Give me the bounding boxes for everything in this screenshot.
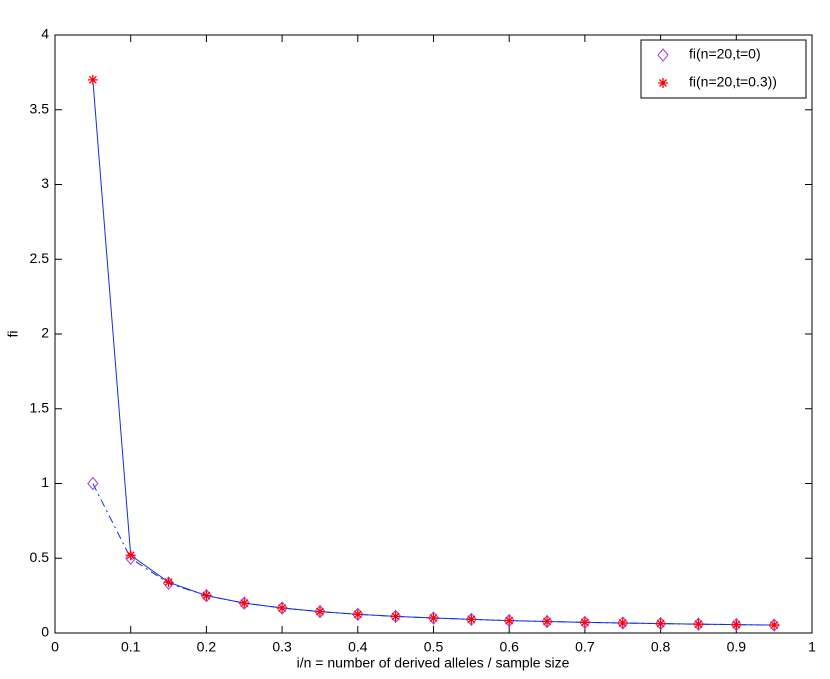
asterisk-marker — [769, 620, 780, 631]
x-tick-label: 0.2 — [197, 639, 217, 655]
diamond-marker — [352, 607, 364, 622]
asterisk-marker — [655, 618, 666, 629]
y-tick-label: 0 — [41, 624, 49, 640]
asterisk-marker — [693, 619, 704, 630]
x-tick-label: 0.4 — [348, 639, 368, 655]
y-tick-label: 2.5 — [30, 250, 50, 266]
series-line — [92, 483, 775, 626]
asterisk-marker — [87, 74, 98, 85]
x-axis-label: i/n = number of derived alleles / sample… — [297, 655, 570, 671]
asterisk-marker — [239, 598, 250, 609]
x-tick-label: 0.3 — [272, 639, 292, 655]
asterisk-marker — [731, 619, 742, 630]
legend-label: fi(n=20,t=0) — [689, 46, 761, 62]
asterisk-marker — [542, 616, 553, 627]
legend-label: fi(n=20,t=0.3)) — [689, 74, 777, 90]
legend-box — [640, 39, 807, 99]
diamond-marker — [162, 576, 175, 590]
y-tick-label: 1 — [41, 474, 49, 490]
y-tick-label: 4 — [41, 26, 49, 42]
x-tick-label: 0.6 — [499, 639, 519, 655]
y-axis-label: fi — [5, 331, 21, 338]
diamond-marker — [654, 616, 667, 631]
series-line — [92, 79, 775, 626]
diamond-marker — [617, 616, 629, 630]
diamond-marker — [657, 48, 669, 62]
diamond-marker — [579, 615, 591, 630]
x-tick-label: 0.1 — [121, 639, 141, 655]
legend: fi(n=20,t=0) fi(n=20,t=0.3)) — [640, 39, 807, 99]
asterisk-marker — [277, 603, 288, 614]
asterisk-marker — [352, 609, 363, 620]
diamond-marker — [87, 476, 99, 491]
asterisk-marker — [201, 590, 212, 601]
diamond-marker — [314, 604, 326, 619]
diamond-marker — [200, 588, 213, 603]
plot-frame — [54, 34, 813, 634]
x-tick-label: 0.9 — [727, 639, 747, 655]
diamond-marker — [541, 614, 553, 629]
x-tick-label: 0.7 — [575, 639, 595, 655]
diamond-marker — [276, 601, 288, 615]
asterisk-marker — [163, 577, 174, 588]
asterisk-marker — [390, 611, 401, 622]
y-tick-label: 3.5 — [30, 100, 50, 116]
x-tick-label: 1 — [808, 639, 816, 655]
y-tick-label: 3 — [41, 175, 49, 191]
asterisk-marker — [579, 617, 590, 628]
diamond-marker — [125, 551, 137, 566]
diamond-marker — [465, 612, 478, 627]
y-tick-label: 2 — [41, 325, 49, 341]
y-tick-label: 0.5 — [30, 549, 50, 565]
asterisk-marker — [504, 615, 515, 626]
diamond-marker — [389, 609, 402, 624]
diamond-marker — [238, 596, 250, 610]
y-tick-label: 1.5 — [30, 399, 50, 415]
x-tick-label: 0.5 — [424, 639, 444, 655]
diamond-marker — [768, 618, 780, 632]
asterisk-marker — [125, 550, 136, 561]
diamond-marker — [692, 617, 705, 631]
asterisk-marker — [617, 617, 628, 628]
asterisk-marker — [466, 614, 477, 625]
asterisk-marker — [428, 613, 439, 624]
x-tick-label: 0.8 — [651, 639, 671, 655]
diamond-marker — [730, 617, 742, 632]
diamond-marker — [427, 611, 440, 625]
asterisk-marker — [314, 606, 325, 617]
diamond-marker — [503, 613, 515, 628]
asterisk-marker — [658, 78, 668, 88]
x-tick-label: 0 — [51, 639, 59, 655]
